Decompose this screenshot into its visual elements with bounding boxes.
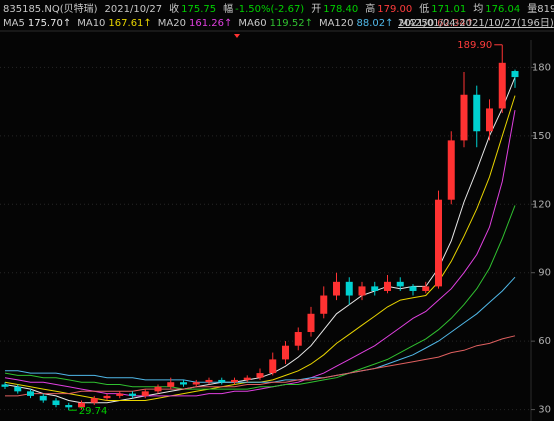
y-tick-label: 90 bbox=[538, 268, 551, 279]
candle-body bbox=[384, 281, 391, 291]
candle-body bbox=[422, 286, 430, 291]
ma-line bbox=[5, 335, 516, 397]
candle-body bbox=[180, 382, 187, 385]
candle-body bbox=[243, 377, 251, 380]
legend-value: 62.34↑ bbox=[437, 18, 474, 29]
ma-line bbox=[4, 205, 516, 390]
y-tick-label: 180 bbox=[532, 62, 551, 73]
legend: MA5 175.70↑ MA10 167.61↑ MA20 161.26↑ MA60 119.… bbox=[3, 18, 554, 29]
candle-body bbox=[39, 395, 47, 401]
ma-line bbox=[4, 110, 516, 397]
candle-body bbox=[320, 295, 328, 314]
candle-body bbox=[218, 379, 226, 383]
candle-body bbox=[282, 345, 289, 360]
y-tick-label: 120 bbox=[532, 199, 551, 210]
candle-body bbox=[52, 400, 60, 406]
candle-body bbox=[129, 393, 136, 396]
y-tick-label: 30 bbox=[538, 405, 551, 416]
info-item: 835185.NQ(贝特瑞) bbox=[3, 3, 98, 15]
candle-body bbox=[333, 281, 340, 296]
info-item: 2021/10/27 bbox=[105, 4, 163, 15]
info-item: 179.00 bbox=[377, 4, 412, 15]
candle-body bbox=[154, 386, 162, 392]
legend-value: 119.52↑ bbox=[270, 18, 313, 29]
plot: 30 60 90 120 150 180 189.90 29.74 bbox=[0, 40, 551, 417]
info-item: 量8197 bbox=[527, 3, 554, 15]
candle-body bbox=[447, 140, 455, 200]
info-item: 幅 bbox=[223, 2, 233, 15]
y-tick-label: 60 bbox=[538, 336, 551, 347]
candle-body bbox=[396, 281, 404, 287]
legend-value: 175.70↑ bbox=[28, 18, 71, 29]
info-item: 175.75 bbox=[181, 4, 216, 15]
candle-body bbox=[231, 379, 238, 383]
candle-body bbox=[486, 108, 493, 132]
candle-body bbox=[14, 386, 22, 392]
y-tick-label: 150 bbox=[532, 131, 551, 142]
candle-body bbox=[192, 382, 200, 385]
info-row: 835185.NQ(贝特瑞) 2021/10/27 收 175.75 幅 -1.50%(-… bbox=[3, 2, 554, 15]
candle-body bbox=[345, 281, 353, 296]
info-item: 高 bbox=[365, 2, 375, 15]
marker bbox=[234, 34, 240, 38]
info-item: -1.50%(-2.67) bbox=[235, 4, 304, 15]
candle-body bbox=[256, 373, 264, 378]
candle-body bbox=[1, 384, 9, 387]
info-item: 低 bbox=[419, 2, 429, 15]
candle-body bbox=[205, 379, 213, 383]
candle-body bbox=[27, 391, 34, 396]
legend-name: MA120 bbox=[319, 18, 354, 29]
annotation: 189.90 bbox=[457, 40, 492, 51]
legend-name: MA60 bbox=[238, 18, 266, 29]
candle-body bbox=[460, 94, 468, 141]
legend-name: MA10 bbox=[77, 18, 105, 29]
candle-body bbox=[103, 395, 111, 399]
info-item: 均 bbox=[473, 3, 483, 15]
info-item: 176.04 bbox=[485, 4, 520, 15]
ma-line bbox=[5, 276, 516, 383]
candle-body bbox=[409, 286, 417, 291]
legend-name: MA250 bbox=[400, 18, 435, 29]
candle-body bbox=[90, 398, 98, 403]
candle-body bbox=[269, 359, 277, 374]
legend-value: 88.02↑ bbox=[357, 18, 394, 29]
candle-body bbox=[498, 62, 506, 109]
legend-value: 161.26↑ bbox=[189, 18, 232, 29]
candle-body bbox=[307, 313, 315, 333]
candle-body bbox=[116, 393, 124, 396]
candle-body bbox=[167, 382, 175, 387]
candle-body bbox=[65, 405, 73, 408]
candle-body bbox=[473, 94, 481, 132]
candle-body bbox=[141, 391, 149, 396]
candle-body bbox=[294, 332, 302, 346]
info-item: 178.40 bbox=[323, 4, 358, 15]
info-item: 收 bbox=[169, 2, 179, 15]
legend-name: MA5 bbox=[3, 18, 25, 29]
candle-body bbox=[435, 199, 442, 287]
legend-name: MA20 bbox=[158, 18, 186, 29]
legend-value: 167.61↑ bbox=[108, 18, 151, 29]
range-label: 2021/01/04-2021/10/27(196日) bbox=[398, 18, 554, 29]
candle-body bbox=[371, 286, 379, 291]
info-item: 开 bbox=[311, 4, 321, 15]
candle-body bbox=[511, 71, 519, 78]
annotation: 29.74 bbox=[79, 406, 108, 417]
candle-body bbox=[78, 402, 85, 408]
candle-body bbox=[358, 286, 366, 296]
info-item: 171.01 bbox=[431, 4, 466, 15]
